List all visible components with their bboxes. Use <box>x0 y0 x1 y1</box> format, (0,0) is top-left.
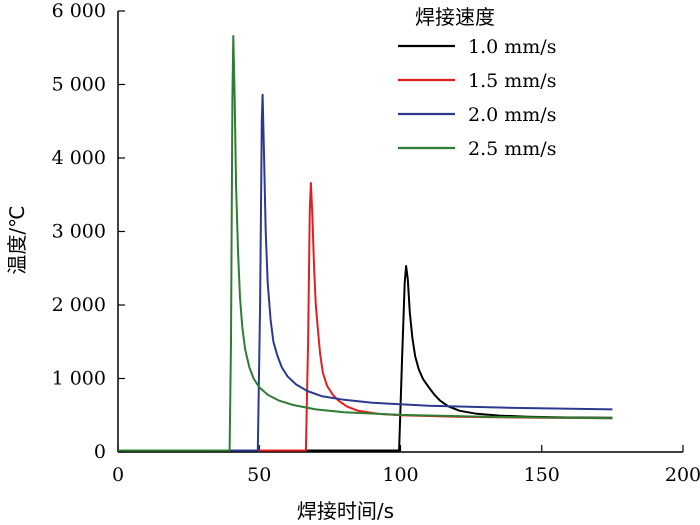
x-tick-label: 50 <box>247 464 271 486</box>
x-tick-label: 100 <box>382 464 418 486</box>
x-axis: 0 50 100 150 200 <box>112 445 700 486</box>
y-tick-label: 1 000 <box>52 368 106 390</box>
legend-item: 2.5 mm/s <box>468 138 556 160</box>
x-axis-title: 焊接时间/s <box>297 499 394 523</box>
y-axis-title: 温度/℃ <box>5 205 29 274</box>
y-tick-label: 2 000 <box>52 294 106 316</box>
y-axis: 0 1 000 2 000 3 000 4 000 5 000 6 000 <box>52 0 125 463</box>
y-tick-label: 6 000 <box>52 0 106 22</box>
series-line <box>118 182 613 452</box>
y-tick-label: 4 000 <box>52 147 106 169</box>
legend-item: 1.5 mm/s <box>468 70 556 92</box>
y-tick-label: 5 000 <box>52 74 106 96</box>
legend-item: 1.0 mm/s <box>468 36 556 58</box>
series-line <box>118 265 613 452</box>
x-tick-label: 200 <box>665 464 700 486</box>
y-tick-label: 3 000 <box>52 221 106 243</box>
y-tick-label: 0 <box>94 441 106 463</box>
series-line <box>118 35 613 452</box>
legend-title: 焊接速度 <box>415 5 495 29</box>
series-lines <box>118 35 613 452</box>
x-tick-label: 0 <box>112 464 124 486</box>
legend-item: 2.0 mm/s <box>468 104 556 126</box>
legend: 焊接速度 1.0 mm/s 1.5 mm/s 2.0 mm/s 2.5 mm/s <box>398 5 556 160</box>
series-line <box>118 93 613 452</box>
x-tick-label: 150 <box>524 464 560 486</box>
